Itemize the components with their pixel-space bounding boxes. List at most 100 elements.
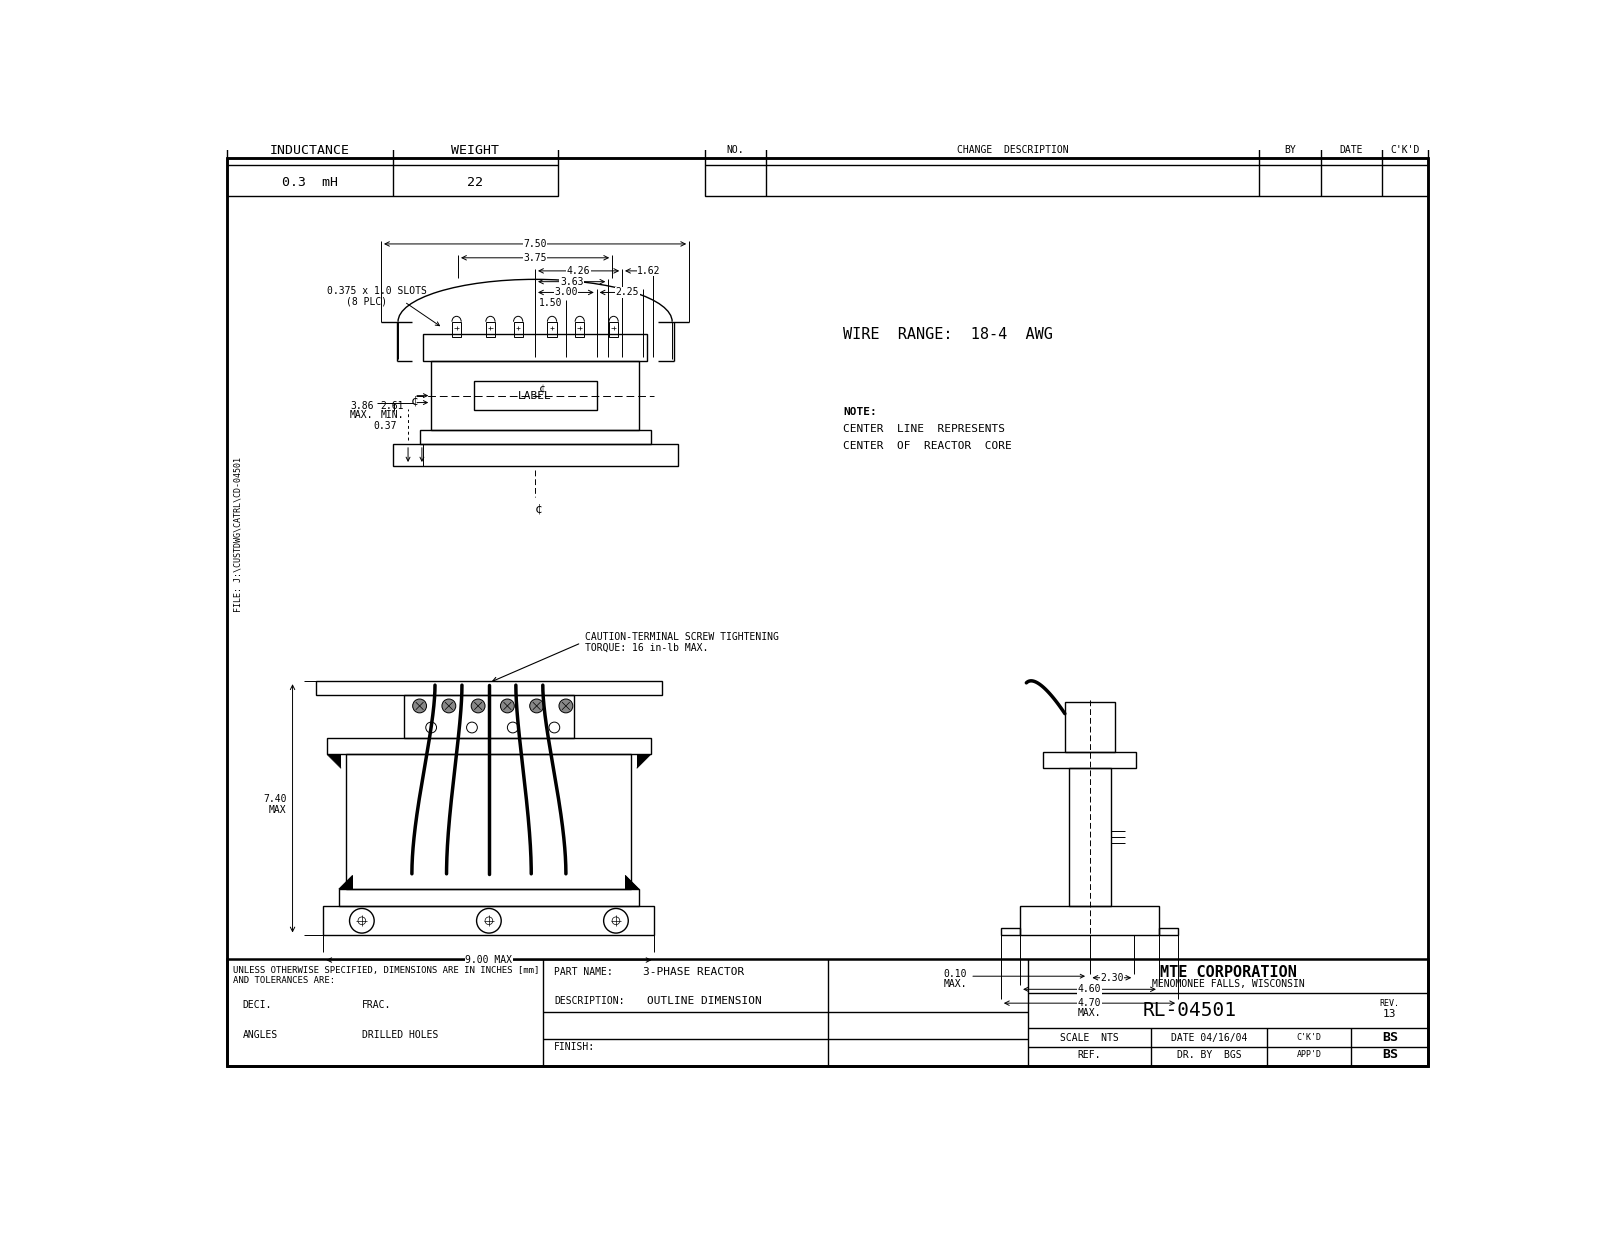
Text: 2.61: 2.61 [381,401,405,411]
Text: AND TOLERANCES ARE:: AND TOLERANCES ARE: [234,975,336,985]
Polygon shape [339,875,352,889]
Text: MAX.: MAX. [350,410,373,420]
Text: SCALE  NTS: SCALE NTS [1061,1032,1118,1042]
Text: CHANGE  DESCRIPTION: CHANGE DESCRIPTION [957,145,1069,155]
Text: 3.00: 3.00 [554,288,578,298]
Text: 9.00 MAX: 9.00 MAX [466,955,512,965]
Text: 0.10: 0.10 [944,969,966,979]
Text: RL-04501: RL-04501 [1142,1000,1237,1020]
Text: UNLESS OTHERWISE SPECIFIED, DIMENSIONS ARE IN INCHES [mm]: UNLESS OTHERWISE SPECIFIED, DIMENSIONS A… [234,965,539,975]
Bar [430,361,638,430]
Text: BY: BY [1283,145,1296,155]
Circle shape [442,699,456,712]
Text: INDUCTANCE: INDUCTANCE [270,144,350,156]
Text: CAUTION-TERMINAL SCREW TIGHTENING: CAUTION-TERMINAL SCREW TIGHTENING [586,631,779,641]
Text: DATE: DATE [1339,145,1363,155]
Bar [1002,928,1021,935]
Text: 2.25: 2.25 [616,288,640,298]
Text: 1.50: 1.50 [539,299,562,309]
Text: BS: BS [1382,1049,1398,1061]
Text: TORQUE: 16 in-lb MAX.: TORQUE: 16 in-lb MAX. [586,642,709,652]
Bar [347,755,632,889]
Text: FILE: J:\CUSTDWG\CATRL\CD-04501: FILE: J:\CUSTDWG\CATRL\CD-04501 [234,458,242,612]
Text: 3.75: 3.75 [523,253,547,262]
Bar [574,321,584,338]
Text: C'K'D: C'K'D [1390,145,1419,155]
Text: 0.375 x 1.0 SLOTS: 0.375 x 1.0 SLOTS [326,286,427,296]
Bar [1021,906,1158,935]
Text: DR. BY  BGS: DR. BY BGS [1176,1050,1242,1060]
Bar [486,321,494,338]
Circle shape [530,699,544,712]
Text: NO.: NO. [726,145,744,155]
Text: APP'D: APP'D [1296,1050,1322,1059]
Text: 4.26: 4.26 [566,266,590,276]
Text: LABEL: LABEL [518,391,552,401]
Text: ¢: ¢ [539,384,546,394]
Text: C'K'D: C'K'D [1296,1034,1322,1042]
Text: BS: BS [1382,1031,1398,1044]
Text: MTE CORPORATION: MTE CORPORATION [1160,965,1296,980]
Text: 4.70: 4.70 [1078,999,1101,1009]
Bar [315,681,662,695]
Text: 7.40: 7.40 [262,794,286,804]
Text: NOTE:: NOTE: [843,406,877,416]
Circle shape [470,699,485,712]
Text: CENTER  OF  REACTOR  CORE: CENTER OF REACTOR CORE [843,441,1011,451]
Text: MENOMONEE FALLS, WISCONSIN: MENOMONEE FALLS, WISCONSIN [1152,979,1304,989]
Text: WEIGHT: WEIGHT [451,144,499,156]
Text: 2.30: 2.30 [1101,972,1123,982]
Text: 3.86: 3.86 [350,401,373,411]
Text: ANGLES: ANGLES [243,1030,278,1040]
Bar [227,959,1429,1066]
Bar [704,135,1429,196]
Bar [405,695,574,738]
Bar [547,321,557,338]
Bar [326,738,651,755]
Bar [1158,928,1178,935]
Bar [227,135,558,196]
Text: PART NAME:: PART NAME: [554,968,613,978]
Bar [339,889,638,906]
Text: DESCRIPTION:: DESCRIPTION: [554,996,626,1006]
Polygon shape [637,755,651,769]
Bar [1066,703,1115,752]
Bar [514,321,523,338]
Bar [424,334,646,361]
Text: 1.62: 1.62 [637,266,661,276]
Text: DRILLED HOLES: DRILLED HOLES [362,1030,438,1040]
Circle shape [558,699,573,712]
Text: MAX.: MAX. [1078,1009,1101,1019]
Text: MIN.: MIN. [381,410,405,420]
Text: DATE 04/16/04: DATE 04/16/04 [1171,1032,1246,1042]
Text: FRAC.: FRAC. [362,1000,392,1010]
Text: ¢: ¢ [411,394,418,408]
Text: 7.50: 7.50 [523,239,547,249]
Text: OUTLINE DIMENSION: OUTLINE DIMENSION [646,996,762,1006]
Circle shape [413,699,427,712]
Text: 13: 13 [1382,1009,1397,1019]
Bar [1043,752,1136,768]
Circle shape [501,699,514,712]
Text: CENTER  LINE  REPRESENTS: CENTER LINE REPRESENTS [843,424,1005,434]
Text: MAX.: MAX. [944,979,966,989]
Text: REV.: REV. [1379,999,1400,1008]
Text: (8 PLC): (8 PLC) [347,296,387,306]
Polygon shape [626,875,638,889]
Bar [419,430,651,444]
Text: DECI.: DECI. [243,1000,272,1010]
Text: 3.63: 3.63 [560,276,584,286]
Bar [1069,768,1110,906]
Text: 4.60: 4.60 [1078,984,1101,994]
Text: 3-PHASE REACTOR: 3-PHASE REACTOR [643,968,744,978]
Text: FINISH:: FINISH: [554,1042,595,1052]
Bar [323,906,654,935]
Bar [392,444,677,466]
Bar [610,321,618,338]
Text: 0.37: 0.37 [373,421,397,431]
Text: REF.: REF. [1078,1050,1101,1060]
Bar [451,321,461,338]
Text: WIRE  RANGE:  18-4  AWG: WIRE RANGE: 18-4 AWG [843,328,1053,342]
Bar [474,381,597,410]
Text: MAX: MAX [269,805,286,815]
